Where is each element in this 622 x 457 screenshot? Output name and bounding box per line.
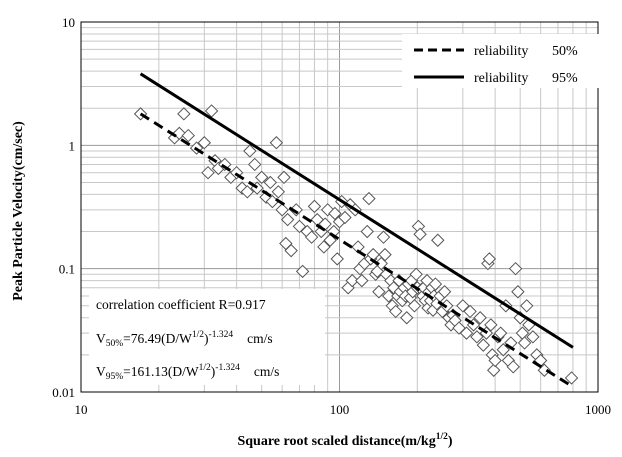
legend-label-95: reliability xyxy=(474,71,528,86)
data-point xyxy=(508,261,523,276)
data-point xyxy=(413,227,427,241)
data-point xyxy=(345,273,359,288)
data-point xyxy=(409,267,423,282)
data-point xyxy=(355,273,369,288)
data-point xyxy=(372,285,386,299)
data-point xyxy=(177,107,191,121)
fit-line-50 xyxy=(139,112,574,389)
data-point xyxy=(463,304,477,319)
data-point xyxy=(376,230,391,244)
data-point xyxy=(517,336,532,350)
data-point xyxy=(360,224,374,239)
data-point xyxy=(292,219,307,234)
data-point xyxy=(456,299,470,313)
data-point xyxy=(470,330,484,344)
x-axis-title: Square root scaled distance(m/kg1/2) xyxy=(237,432,452,449)
data-point xyxy=(328,206,342,221)
data-point xyxy=(284,243,298,258)
y-axis-title: Peak Particle Velocity(cm/sec) xyxy=(11,121,26,301)
x-tick-label: 100 xyxy=(330,402,350,417)
legend-value-95: 95% xyxy=(552,71,578,86)
data-point xyxy=(526,330,540,344)
data-point xyxy=(506,360,520,374)
data-point xyxy=(280,212,295,227)
legend-value-50: 50% xyxy=(552,44,578,59)
data-point xyxy=(330,252,344,266)
legend-label-50: reliability xyxy=(474,44,528,59)
x-tick-label: 1000 xyxy=(585,402,611,417)
equation-50: V50%=76.49(D/W1/2)-1.324 cm/s xyxy=(96,330,273,349)
data-point xyxy=(564,371,579,385)
data-point xyxy=(240,185,255,199)
data-point xyxy=(381,289,396,303)
fit-lines xyxy=(139,72,574,389)
data-point xyxy=(437,285,452,299)
data-point xyxy=(295,264,310,279)
y-tick-label: 10 xyxy=(62,15,75,30)
x-tick-label: 10 xyxy=(75,402,88,417)
legend-box xyxy=(402,34,602,88)
data-point xyxy=(428,277,443,291)
plot-frame xyxy=(80,21,599,393)
data-point xyxy=(496,343,510,357)
data-point xyxy=(317,240,331,254)
y-tick-label: 0.01 xyxy=(52,385,75,400)
data-point xyxy=(197,136,212,150)
data-point xyxy=(473,311,487,325)
annotation-block: correlation coefficient R=0.917 V50%=76.… xyxy=(89,289,325,385)
data-point xyxy=(488,353,502,368)
y-tick-label: 1 xyxy=(69,138,76,153)
data-point xyxy=(289,203,303,217)
annotation-box xyxy=(89,289,325,385)
data-point xyxy=(537,363,552,377)
axis-ticks: 10 100 1000 0.01 0.1 1 10 xyxy=(52,15,611,417)
data-point xyxy=(511,285,525,299)
data-point xyxy=(271,185,286,199)
data-point xyxy=(201,165,215,180)
data-point xyxy=(248,157,262,172)
data-point xyxy=(269,136,284,150)
data-point xyxy=(243,144,257,158)
equation-95: V95%=161.13(D/W1/2)-1.324 cm/s xyxy=(96,363,279,382)
data-point xyxy=(431,233,445,247)
data-point xyxy=(484,318,498,332)
legend: reliability 50% reliability 95% xyxy=(402,34,602,88)
data-point xyxy=(482,252,497,266)
data-point xyxy=(520,299,534,313)
fit-line-95 xyxy=(139,72,574,349)
data-point xyxy=(181,128,195,143)
data-point xyxy=(275,203,289,217)
data-point xyxy=(389,304,403,319)
data-point xyxy=(263,175,278,190)
data-point xyxy=(493,326,508,340)
data-point xyxy=(172,126,186,141)
data-point xyxy=(378,247,392,262)
data-point xyxy=(304,230,319,244)
data-point xyxy=(307,199,322,214)
data-point xyxy=(362,191,376,206)
data-point xyxy=(487,363,501,377)
y-tick-label: 0.1 xyxy=(59,262,75,277)
correlation-text: correlation coefficient R=0.917 xyxy=(96,297,266,312)
data-point xyxy=(407,299,422,313)
data-point xyxy=(400,311,414,325)
data-point xyxy=(338,210,352,225)
data-point xyxy=(476,338,491,352)
data-point xyxy=(277,170,291,185)
data-point xyxy=(254,170,269,185)
data-point xyxy=(459,326,474,340)
data-point xyxy=(204,104,219,118)
